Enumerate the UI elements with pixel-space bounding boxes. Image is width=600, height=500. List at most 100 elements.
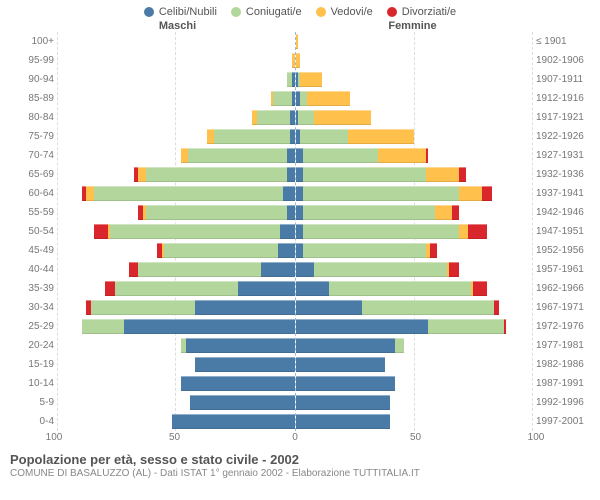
bar-row [296, 222, 533, 241]
legend-swatch [387, 7, 397, 17]
bar-segment [181, 376, 295, 391]
birth-label: 1912-1916 [536, 89, 596, 108]
bar-segment [329, 281, 471, 296]
bar-segment [280, 224, 294, 239]
birth-label: ≤ 1901 [536, 32, 596, 51]
bar-segment [459, 186, 483, 201]
bar-segment [129, 262, 138, 277]
age-label: 95-99 [4, 51, 54, 70]
age-label: 35-39 [4, 279, 54, 298]
legend-swatch [231, 7, 241, 17]
legend-item: Vedovi/e [316, 6, 373, 18]
age-label: 40-44 [4, 260, 54, 279]
bar-segment [82, 319, 125, 334]
bar-row [58, 317, 295, 336]
bar-row [296, 89, 533, 108]
bar-segment [300, 91, 307, 106]
age-label: 80-84 [4, 108, 54, 127]
bar-row [296, 127, 533, 146]
bar-segment [303, 148, 379, 163]
bar-segment [278, 243, 295, 258]
age-label: 50-54 [4, 222, 54, 241]
bar-segment [110, 224, 280, 239]
bar-segment [395, 338, 404, 353]
bar-row [296, 51, 533, 70]
bar-row [58, 32, 295, 51]
bar-segment [296, 53, 301, 68]
birth-label: 1902-1906 [536, 51, 596, 70]
bar-segment [430, 243, 437, 258]
bar-segment [91, 300, 195, 315]
bar-row [58, 165, 295, 184]
birth-label: 1947-1951 [536, 222, 596, 241]
bar-segment [314, 110, 371, 125]
bar-segment [296, 262, 315, 277]
bar-row [296, 184, 533, 203]
bar-segment [435, 205, 452, 220]
bar-segment [94, 224, 108, 239]
age-label: 85-89 [4, 89, 54, 108]
chart-footer: Popolazione per età, sesso e stato civil… [0, 446, 600, 479]
bar-row [58, 203, 295, 222]
legend-label: Coniugati/e [246, 6, 302, 18]
male-bars-column [58, 32, 296, 431]
bar-segment [303, 205, 435, 220]
bar-row [296, 203, 533, 222]
bar-segment [214, 129, 290, 144]
bar-row [296, 260, 533, 279]
female-bars-column [296, 32, 533, 431]
bar-segment [188, 148, 287, 163]
legend-swatch [316, 7, 326, 17]
age-label: 65-69 [4, 165, 54, 184]
bar-segment [296, 300, 362, 315]
bar-segment [86, 186, 93, 201]
bar-segment [348, 129, 414, 144]
bar-row [58, 336, 295, 355]
bar-segment [504, 319, 506, 334]
bar-segment [257, 110, 290, 125]
bar-row [58, 241, 295, 260]
bar-segment [296, 243, 303, 258]
bar-row [58, 279, 295, 298]
age-label: 0-4 [4, 412, 54, 431]
bar-segment [172, 414, 295, 429]
age-label: 75-79 [4, 127, 54, 146]
bar-segment [292, 72, 294, 87]
bar-row [58, 51, 295, 70]
bar-row [58, 184, 295, 203]
bar-segment [307, 91, 350, 106]
legend-item: Coniugati/e [231, 6, 302, 18]
bar-row [296, 374, 533, 393]
bar-segment [290, 129, 295, 144]
bar-row [58, 222, 295, 241]
birth-label: 1967-1971 [536, 298, 596, 317]
bar-segment [138, 262, 261, 277]
bar-row [58, 393, 295, 412]
age-label: 60-64 [4, 184, 54, 203]
bar-segment [138, 167, 145, 182]
header-female: Femmine [295, 20, 530, 32]
bar-segment [378, 148, 425, 163]
bar-segment [164, 243, 278, 258]
bar-segment [273, 91, 292, 106]
birth-label: 1987-1991 [536, 374, 596, 393]
birth-label: 1927-1931 [536, 146, 596, 165]
birth-label: 1977-1981 [536, 336, 596, 355]
bar-row [296, 241, 533, 260]
bar-segment [303, 243, 426, 258]
bar-segment [287, 148, 294, 163]
bar-segment [459, 224, 468, 239]
birth-label: 1982-1986 [536, 355, 596, 374]
bar-row [296, 108, 533, 127]
age-label: 45-49 [4, 241, 54, 260]
bar-row [296, 317, 533, 336]
bar-segment [428, 319, 504, 334]
bar-segment [303, 186, 459, 201]
legend-item: Celibi/Nubili [144, 6, 217, 18]
bar-segment [290, 110, 295, 125]
bar-segment [292, 53, 294, 68]
legend-swatch [144, 7, 154, 17]
bar-row [58, 374, 295, 393]
bar-segment [494, 300, 499, 315]
bar-segment [195, 300, 294, 315]
